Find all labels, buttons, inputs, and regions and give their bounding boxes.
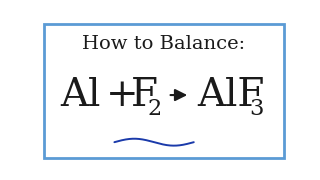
Text: How to Balance:: How to Balance:	[83, 35, 245, 53]
Text: F: F	[131, 76, 157, 114]
Text: 3: 3	[250, 98, 264, 120]
Text: +: +	[106, 76, 138, 114]
Text: Al: Al	[60, 76, 100, 114]
Text: 2: 2	[148, 98, 162, 120]
Text: AlF: AlF	[197, 76, 265, 114]
